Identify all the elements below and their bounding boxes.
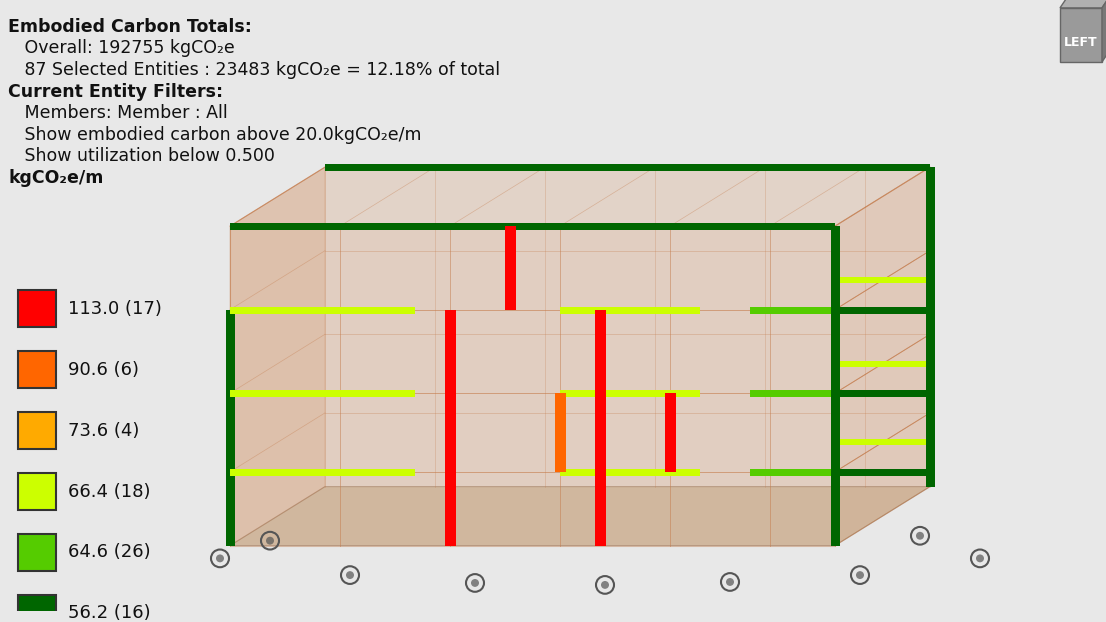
Bar (325, 164, 930, 171)
Bar (750, 390, 930, 397)
Bar (831, 472, 839, 545)
Polygon shape (230, 486, 930, 545)
Polygon shape (230, 226, 835, 545)
Bar (926, 251, 935, 334)
Circle shape (267, 537, 274, 545)
Bar (560, 390, 700, 397)
FancyBboxPatch shape (18, 351, 56, 388)
Bar (665, 393, 676, 472)
Bar (750, 469, 930, 476)
Circle shape (601, 581, 609, 589)
Text: Show embodied carbon above 20.0kgCO₂e/m: Show embodied carbon above 20.0kgCO₂e/m (8, 126, 421, 144)
Text: 87 Selected Entities : 23483 kgCO₂e = 12.18% of total: 87 Selected Entities : 23483 kgCO₂e = 12… (8, 61, 500, 79)
Bar (555, 393, 566, 472)
FancyBboxPatch shape (1060, 8, 1102, 62)
Text: 66.4 (18): 66.4 (18) (67, 483, 150, 501)
Bar (560, 307, 700, 313)
Bar (750, 307, 930, 313)
Polygon shape (835, 167, 930, 545)
Bar (230, 469, 415, 476)
Polygon shape (1102, 0, 1106, 62)
Polygon shape (230, 167, 325, 545)
Circle shape (975, 554, 984, 562)
Bar (926, 334, 935, 413)
Bar (445, 472, 456, 545)
FancyBboxPatch shape (18, 473, 56, 510)
Text: Members: Member : All: Members: Member : All (8, 104, 228, 122)
Text: 90.6 (6): 90.6 (6) (67, 361, 139, 379)
Bar (835, 361, 930, 367)
Bar (835, 307, 925, 313)
Bar (595, 310, 606, 393)
Polygon shape (835, 167, 930, 545)
Text: 73.6 (4): 73.6 (4) (67, 422, 139, 440)
Circle shape (471, 579, 479, 587)
Bar (560, 469, 700, 476)
Bar (831, 393, 839, 472)
Bar (835, 469, 925, 476)
Bar (505, 226, 517, 310)
Text: Show utilization below 0.500: Show utilization below 0.500 (8, 147, 275, 165)
Bar (230, 307, 415, 313)
Text: LEFT: LEFT (1064, 36, 1098, 49)
Bar (831, 310, 839, 393)
Circle shape (856, 571, 864, 579)
Bar (835, 307, 930, 313)
Bar (226, 472, 234, 545)
Bar (831, 226, 839, 545)
Text: 64.6 (26): 64.6 (26) (67, 544, 150, 562)
Bar (595, 472, 606, 545)
Bar (835, 390, 930, 397)
FancyBboxPatch shape (18, 595, 56, 622)
Bar (226, 310, 234, 393)
Bar (926, 413, 935, 486)
Text: 113.0 (17): 113.0 (17) (67, 300, 161, 318)
Bar (445, 393, 456, 472)
Bar (835, 469, 930, 476)
Bar (835, 277, 930, 283)
Bar (230, 390, 415, 397)
Text: Overall: 192755 kgCO₂e: Overall: 192755 kgCO₂e (8, 39, 234, 57)
Bar (226, 393, 234, 472)
Bar (445, 310, 456, 393)
Text: Embodied Carbon Totals:: Embodied Carbon Totals: (8, 17, 252, 35)
Bar (835, 390, 925, 397)
Text: Current Entity Filters:: Current Entity Filters: (8, 83, 223, 101)
Bar (230, 223, 835, 230)
Bar (835, 439, 930, 445)
Polygon shape (230, 167, 930, 226)
Bar (926, 167, 935, 486)
FancyBboxPatch shape (18, 412, 56, 449)
Text: kgCO₂e/m: kgCO₂e/m (8, 169, 103, 187)
Polygon shape (1060, 0, 1106, 8)
FancyBboxPatch shape (18, 290, 56, 327)
FancyBboxPatch shape (18, 534, 56, 571)
Bar (595, 393, 606, 472)
Circle shape (216, 554, 225, 562)
Circle shape (916, 532, 924, 540)
Circle shape (346, 571, 354, 579)
Circle shape (726, 578, 734, 586)
Text: 56.2 (16): 56.2 (16) (67, 605, 150, 622)
